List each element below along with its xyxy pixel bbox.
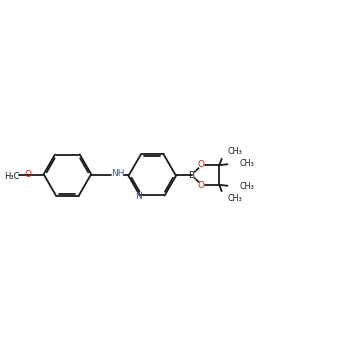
Text: O: O	[198, 181, 205, 190]
Text: O: O	[25, 170, 32, 179]
Text: CH₃: CH₃	[239, 159, 254, 168]
Text: B: B	[189, 170, 195, 180]
Text: N: N	[135, 192, 142, 201]
Text: CH₃: CH₃	[228, 147, 243, 156]
Text: CH₃: CH₃	[239, 182, 254, 191]
Text: CH₃: CH₃	[228, 194, 243, 203]
Text: NH: NH	[111, 169, 125, 178]
Text: H₃C: H₃C	[4, 172, 19, 181]
Text: O: O	[198, 160, 205, 169]
